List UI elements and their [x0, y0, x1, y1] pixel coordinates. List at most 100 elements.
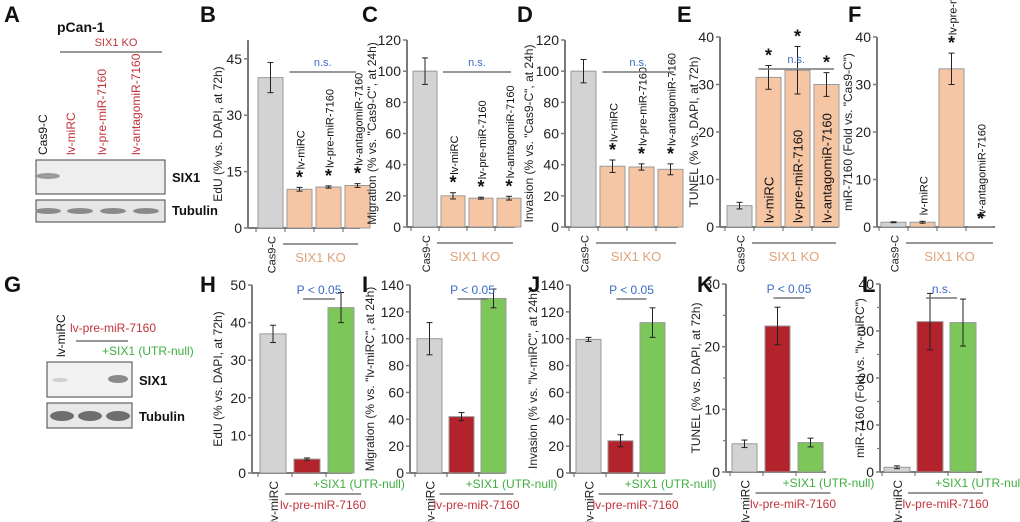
group-label: SIX1 KO [295, 250, 346, 265]
x-tick-label: lv-miRC [424, 481, 438, 522]
y-tick-label: 120 [536, 32, 560, 48]
bar [468, 197, 494, 228]
bar [813, 84, 840, 228]
lane-label: lv-pre-miR-7160 [95, 69, 109, 155]
y-tick-label: 30 [230, 352, 246, 368]
y-tick-label: 100 [378, 63, 402, 79]
band-label: SIX1 [172, 170, 200, 185]
band [52, 378, 68, 382]
y-tick-label: 60 [543, 126, 559, 142]
bar-label: lv-miRC [449, 136, 461, 175]
y-tick-label: 10 [704, 401, 720, 417]
x-tick-label: lv-miRC [891, 480, 905, 522]
significance-star: * [638, 144, 645, 164]
group-label: SIX1 KO [95, 37, 138, 49]
y-tick-label: 40 [230, 315, 246, 331]
y-tick-label: 0 [863, 219, 871, 235]
bar [293, 458, 321, 474]
significance-star: * [505, 176, 512, 196]
y-tick-label: 80 [543, 94, 559, 110]
bar [496, 197, 522, 228]
y-tick-label: 100 [536, 63, 560, 79]
chart-H: 0 10 20 30 40 50 EdU (% vs. DAPI, at 72h) lv-mi… [211, 277, 405, 522]
bar [755, 76, 782, 228]
y-tick-label: 0 [551, 219, 559, 235]
y-tick-label: 10 [858, 417, 874, 433]
significance-label: P < 0.05 [297, 283, 342, 297]
group-label: lv-pre-miR-7160 [902, 497, 988, 511]
y-tick-label: 40 [698, 29, 714, 45]
y-tick-label: 0 [393, 219, 401, 235]
bar-label: lv-antagomiR-7160 [977, 124, 989, 217]
significance-label: n.s. [314, 57, 332, 69]
y-tick-label: 0 [234, 220, 242, 236]
y-tick-label: 45 [226, 51, 242, 67]
bar [949, 322, 977, 473]
y-tick-label: 30 [858, 323, 874, 339]
significance-label: n.s. [787, 54, 805, 66]
rescue-label: +SIX1 (UTR-null) [625, 477, 717, 491]
bar [412, 70, 438, 228]
band [100, 208, 126, 214]
y-axis-label: TUNEL (% vs. DAPI, at 72h) [689, 303, 703, 454]
band [50, 411, 74, 421]
y-tick-label: 80 [385, 94, 401, 110]
y-tick-label: 20 [385, 188, 401, 204]
bar-label: lv-antagomiR-7160 [820, 113, 835, 223]
lane-label: lv-miRC [54, 314, 68, 357]
y-tick-label: 20 [698, 124, 714, 140]
rescue-label: +SIX1 (UTR-null) [783, 476, 875, 490]
bar-label: lv-antagomiR-7160 [505, 85, 517, 178]
panel-letter: G [4, 272, 21, 297]
y-tick-label: 40 [858, 276, 874, 292]
y-tick-label: 0 [556, 465, 564, 481]
significance-star: * [977, 209, 984, 229]
bar [570, 70, 597, 228]
bar [967, 226, 994, 228]
y-axis-label: miR-7160 (Fold vs. "lv-miRC") [853, 298, 867, 458]
y-tick-label: 60 [548, 384, 564, 400]
chart-L: 0 10 20 30 40 miR-7160 (Fold vs. "lv-miRC") lv… [853, 276, 1020, 522]
panel-letter: I [362, 272, 368, 297]
y-tick-label: 10 [698, 172, 714, 188]
y-tick-label: 40 [548, 411, 564, 427]
y-tick-label: 140 [541, 277, 565, 293]
significance-label: n.s. [468, 57, 486, 69]
y-tick-label: 120 [378, 32, 402, 48]
bar-label: lv-miRC [762, 177, 777, 223]
x-tick-label: lv-miRC [739, 480, 753, 522]
panel-letter: L [862, 272, 875, 297]
x-tick-label: Cas9-C [736, 235, 748, 272]
significance-star: * [296, 167, 303, 187]
group-label: SIX1 KO [769, 249, 820, 264]
panel-letter: C [362, 2, 378, 27]
band-label: Tubulin [172, 203, 218, 218]
significance-star: * [354, 164, 361, 184]
significance-star: * [765, 46, 772, 66]
bar-label: lv-pre-miR-7160 [791, 130, 806, 223]
band-label: SIX1 [139, 373, 167, 388]
y-tick-label: 50 [230, 277, 246, 293]
y-tick-label: 0 [396, 465, 404, 481]
bar-label: lv-miRC [919, 176, 931, 215]
y-tick-label: 20 [548, 438, 564, 454]
bar [657, 168, 684, 228]
significance-star: * [667, 144, 674, 164]
y-axis-label: Migration (% vs. "Cas9-C", at 24h) [365, 42, 379, 225]
significance-label: n.s. [629, 57, 647, 69]
bar-label: lv-antagomiR-7160 [354, 73, 366, 166]
y-tick-label: 100 [381, 331, 405, 347]
bar-label: lv-miRC [609, 103, 621, 142]
group-label: lv-pre-miR-7160 [70, 321, 156, 335]
rescue-label: +SIX1 (UTR-null) [102, 344, 194, 358]
band [133, 208, 159, 214]
y-tick-label: 40 [543, 157, 559, 173]
group-label: lv-pre-miR-7160 [750, 497, 836, 511]
y-tick-label: 120 [381, 304, 405, 320]
y-tick-label: 20 [388, 438, 404, 454]
y-tick-label: 30 [698, 77, 714, 93]
